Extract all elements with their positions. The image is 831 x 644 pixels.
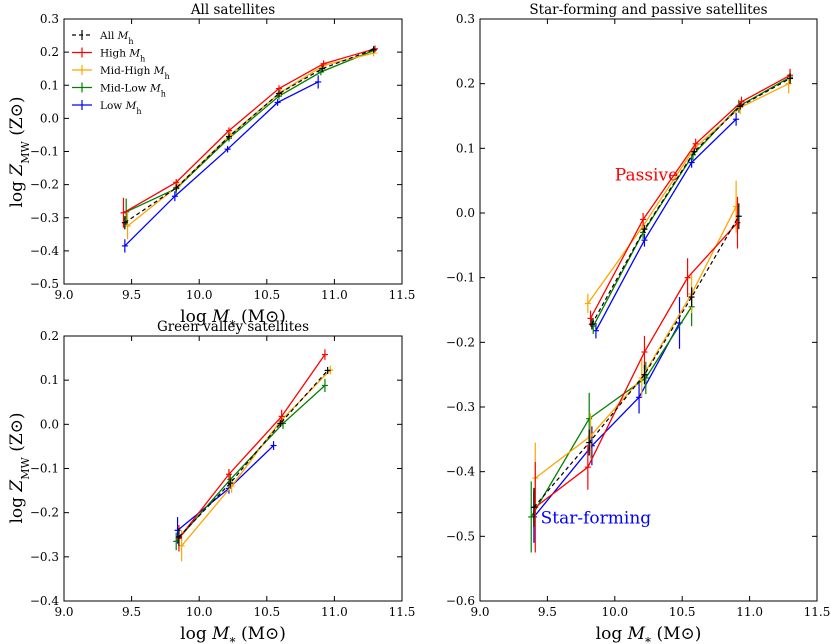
y-tick-label: −0.4: [30, 244, 60, 258]
y-tick-label: −0.1: [30, 462, 59, 476]
series-low: [121, 75, 322, 253]
y-tick-label: −0.3: [446, 400, 475, 414]
series-line: [124, 48, 374, 224]
series-all: [175, 366, 331, 546]
chart-title: Green valley satellites: [157, 319, 309, 335]
x-tick-label: 11.5: [389, 605, 416, 619]
x-tick-label: 11.0: [321, 288, 348, 302]
x-tick-label: 9.0: [54, 288, 73, 302]
series-line: [595, 118, 737, 332]
series-line: [177, 445, 275, 531]
y-axis-label: log ZMW (Z⊙): [7, 96, 32, 207]
annotation-star-forming: Star-forming: [541, 508, 652, 528]
y-tick-label: −0.3: [30, 550, 59, 564]
series-line: [123, 48, 376, 214]
series-line: [124, 81, 319, 247]
legend-label-midlow: Mid-Low Mh: [100, 83, 166, 99]
annotation-passive: Passive: [615, 166, 678, 186]
y-tick-label: −0.5: [30, 277, 59, 291]
series-line: [530, 306, 693, 518]
x-tick-label: 11.5: [804, 605, 831, 619]
y-tick-label: 0.2: [456, 77, 475, 91]
y-tick-label: −0.1: [446, 271, 475, 285]
y-tick-label: 0.0: [40, 111, 59, 125]
legend-label-high: High Mh: [100, 48, 145, 64]
x-tick-label: 11.0: [736, 605, 763, 619]
series-midhigh: [178, 365, 334, 562]
x-tick-label: 10.0: [601, 605, 628, 619]
series-high: [532, 196, 741, 553]
chart-panel-p2: 9.0 9.5 10.0 10.5 11.0 11.5 −0.4 −0.3 −0.2 −0.1 0.…: [7, 319, 415, 644]
y-tick-label: 0.3: [456, 12, 475, 26]
series-low: [174, 441, 277, 544]
y-tick-label: −0.5: [446, 529, 475, 543]
x-tick-label: 9.5: [122, 288, 141, 302]
y-axis-label: log ZMW (Z⊙): [7, 412, 32, 523]
y-tick-label: −0.1: [30, 145, 59, 159]
series-midlow: [528, 287, 695, 553]
x-tick-label: 11.5: [389, 288, 416, 302]
series-high: [175, 349, 328, 552]
y-tick-label: 0.1: [40, 78, 59, 92]
series-low: [592, 112, 740, 339]
series-all: [530, 203, 742, 527]
y-tick-label: 0.0: [456, 206, 475, 220]
series-line: [178, 370, 329, 538]
x-tick-label: 9.0: [54, 605, 73, 619]
y-tick-label: 0.3: [40, 12, 59, 26]
x-tick-label: 9.5: [538, 605, 557, 619]
y-tick-label: 0.1: [40, 373, 59, 387]
series-line: [125, 49, 374, 213]
series-line: [533, 215, 740, 508]
legend-label-low: Low Mh: [100, 100, 142, 116]
y-tick-label: −0.4: [30, 594, 60, 608]
series-all: [121, 46, 377, 230]
plot-frame: [63, 335, 403, 602]
y-tick-label: −0.4: [446, 465, 476, 479]
series-low: [530, 297, 683, 543]
series-line: [181, 369, 331, 547]
series-line: [178, 354, 326, 539]
x-tick-label: 9.5: [122, 605, 141, 619]
series-line: [534, 222, 738, 508]
x-tick-label: 10.5: [669, 605, 696, 619]
y-tick-label: 0.1: [456, 141, 475, 155]
y-tick-label: −0.2: [446, 335, 475, 349]
x-tick-label: 10.0: [186, 605, 213, 619]
series-line: [589, 74, 791, 319]
series-high: [120, 45, 378, 228]
x-axis-label: log M* (M⊙): [180, 624, 286, 644]
series-line: [175, 384, 326, 542]
series-line: [591, 77, 791, 325]
chart-title: All satellites: [190, 2, 275, 18]
legend-label-midhigh: Mid-High Mh: [100, 65, 170, 81]
chart-panel-p3: 9.0 9.5 10.0 10.5 11.0 11.5 −0.6 −0.5 −0.4 −0.3 −0…: [446, 2, 831, 644]
y-tick-label: 0.2: [40, 45, 59, 59]
series-midhigh: [124, 49, 377, 240]
x-tick-label: 10.0: [186, 288, 213, 302]
legend-label-all: All Mh: [99, 30, 134, 46]
series-line: [587, 83, 789, 304]
series-line: [533, 322, 681, 518]
chart-panel-p1: 9.0 9.5 10.0 10.5 11.0 11.5 −0.5 −0.4 −0.3 −0.2 −0…: [7, 2, 415, 332]
y-tick-label: −0.3: [30, 211, 59, 225]
x-axis-label: log M* (M⊙): [596, 624, 702, 644]
series-midlow: [173, 378, 328, 551]
y-tick-label: 0.0: [40, 417, 59, 431]
x-tick-label: 11.0: [321, 605, 348, 619]
y-tick-label: −0.2: [30, 178, 59, 192]
x-axis-label: log M* (M⊙): [180, 307, 286, 332]
x-tick-label: 10.5: [253, 288, 280, 302]
x-tick-label: 9.0: [470, 605, 489, 619]
series-all: [588, 73, 794, 330]
plot-frame: [479, 18, 818, 602]
y-tick-label: −0.2: [30, 506, 59, 520]
x-tick-label: 10.5: [253, 605, 280, 619]
chart-title: Star-forming and passive satellites: [529, 2, 767, 18]
y-tick-label: 0.2: [40, 329, 59, 343]
y-tick-label: −0.6: [446, 594, 475, 608]
